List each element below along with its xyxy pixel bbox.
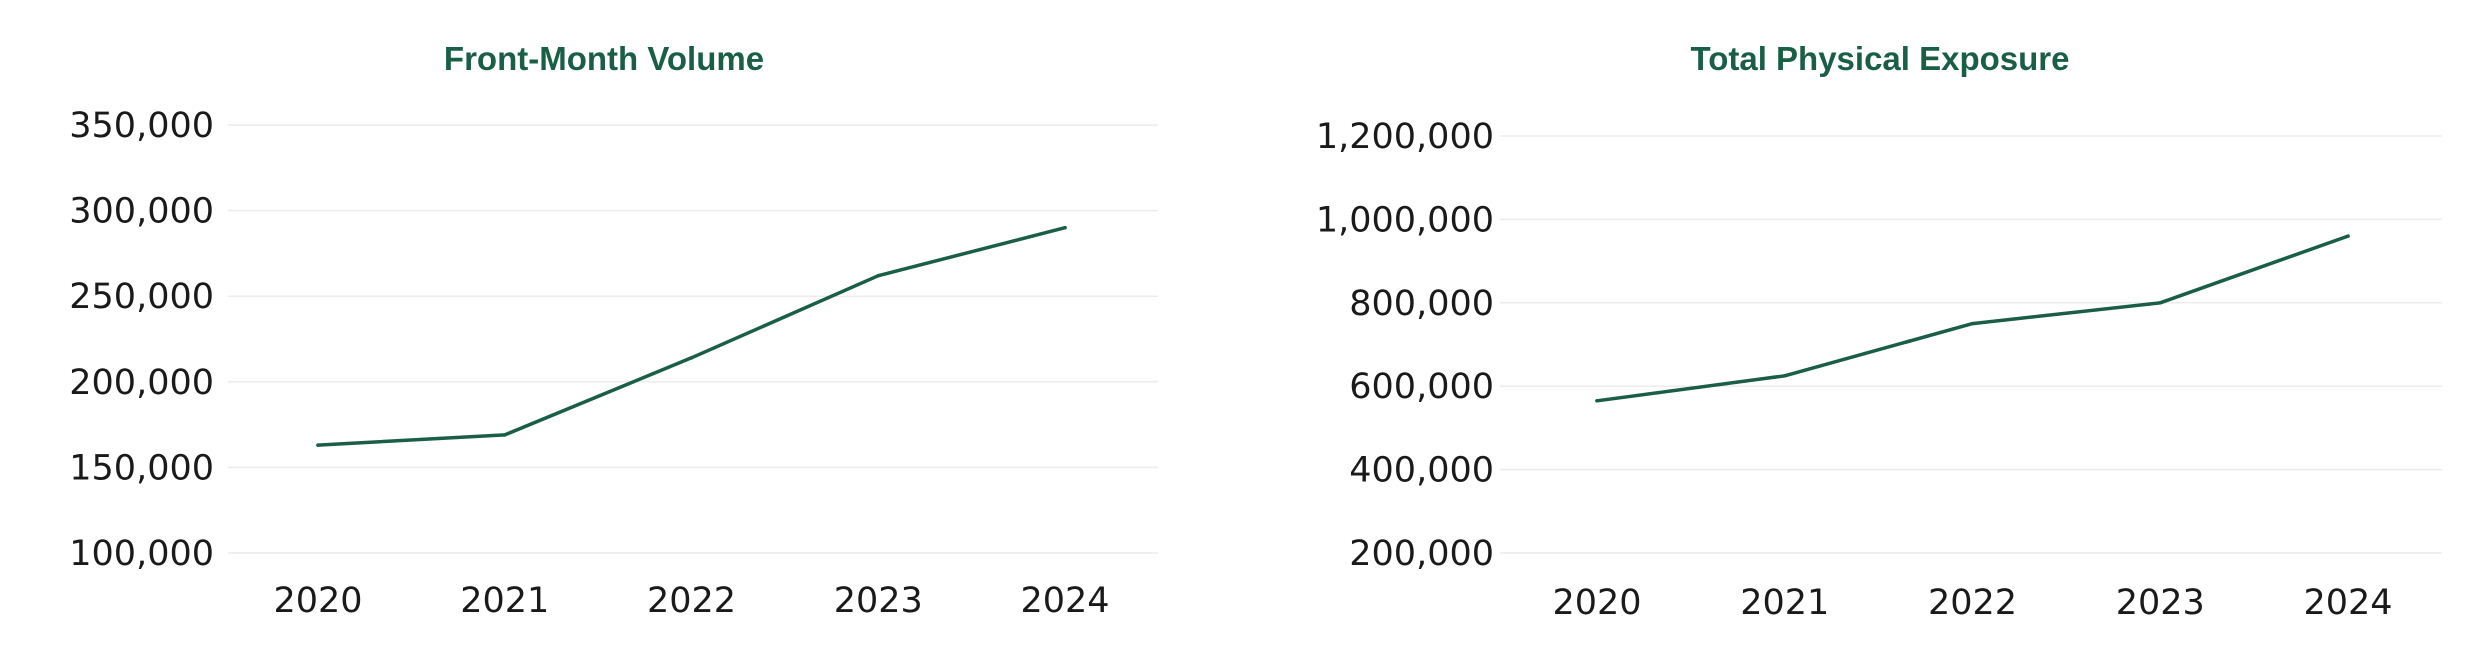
series-line <box>316 225 1067 447</box>
x-tick-label: 2022 <box>647 581 736 621</box>
y-tick-label: 400,000 <box>1349 451 1494 491</box>
data-point <box>1970 321 1975 326</box>
data-point <box>503 433 507 437</box>
y-tick-label: 150,000 <box>69 448 214 488</box>
chart-title: Front-Month Volume <box>444 40 764 77</box>
series-layer <box>1595 234 2350 403</box>
series-line <box>1595 234 2350 403</box>
x-tick-label: 2022 <box>1928 583 2017 623</box>
x-tick-label: 2021 <box>460 581 549 621</box>
x-tick-label: 2021 <box>1740 583 1829 623</box>
data-point <box>316 443 320 447</box>
series-layer <box>316 225 1067 447</box>
data-point <box>1595 399 1599 403</box>
y-tick-label: 200,000 <box>69 363 214 403</box>
y-tick-label: 100,000 <box>69 534 214 574</box>
y-tick-label: 300,000 <box>69 192 214 232</box>
y-tick-label: 600,000 <box>1349 367 1494 407</box>
data-point <box>2346 234 2350 238</box>
x-tick-label: 2020 <box>273 581 362 621</box>
gridlines <box>228 124 1158 554</box>
y-tick-label: 200,000 <box>1349 534 1494 574</box>
y-tick-label: 250,000 <box>69 277 214 317</box>
x-tick-label: 2023 <box>2116 583 2205 623</box>
x-tick-label: 2024 <box>2303 583 2392 623</box>
y-tick-label: 1,200,000 <box>1316 117 1494 157</box>
y-tick-label: 1,000,000 <box>1316 200 1494 240</box>
y-tick-label: 350,000 <box>69 106 214 146</box>
data-point <box>689 356 694 360</box>
data-point <box>1783 374 1787 378</box>
x-tick-label: 2024 <box>1020 581 1109 621</box>
x-tick-label: 2023 <box>834 581 923 621</box>
x-axis-ticks: 2020 2021 2022 2023 2024 <box>1552 583 2392 623</box>
total-physical-exposure-chart: Total Physical Exposure 200,000 400,000 60… <box>1316 40 2442 623</box>
gridlines <box>1500 135 2442 554</box>
data-point <box>876 273 880 278</box>
y-tick-label: 800,000 <box>1349 284 1494 324</box>
y-axis-ticks: 200,000 400,000 600,000 800,000 1,000,000 1,2… <box>1316 117 1494 574</box>
x-tick-label: 2020 <box>1552 583 1641 623</box>
y-axis-ticks: 100,000 150,000 200,000 250,000 300,000 350,0… <box>69 106 214 574</box>
data-point <box>1063 225 1067 230</box>
chart-title: Total Physical Exposure <box>1690 40 2069 77</box>
front-month-volume-chart: Front-Month Volume 100,000 150,000 200,000… <box>69 40 1158 621</box>
data-point <box>2158 301 2162 305</box>
x-axis-ticks: 2020 2021 2022 2023 2024 <box>273 581 1109 621</box>
